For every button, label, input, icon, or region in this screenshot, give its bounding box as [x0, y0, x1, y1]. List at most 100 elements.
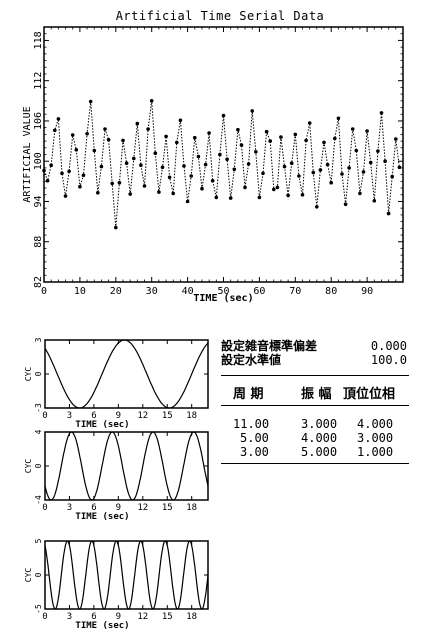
x-tick-label: 6 — [91, 612, 96, 622]
data-point — [304, 138, 308, 143]
data-point — [207, 131, 211, 135]
amplitude-cell: 4.000 — [301, 431, 338, 445]
header-period: 周 期 — [233, 387, 264, 402]
data-point — [311, 170, 316, 175]
data-point — [114, 225, 118, 230]
x-tick-label: 40 — [182, 286, 194, 297]
data-point — [329, 180, 334, 185]
x-tick-label: 9 — [116, 411, 121, 421]
x-tick-label: 12 — [137, 612, 148, 622]
table-top-rule — [221, 375, 409, 376]
x-tick-label: 80 — [325, 286, 337, 297]
data-point — [250, 109, 254, 113]
x-tick-label: 18 — [186, 503, 197, 513]
data-point — [322, 140, 326, 145]
x-tick-label: 0 — [42, 503, 47, 513]
y-tick-label: 0 — [34, 463, 43, 468]
y-axis-label: CYC — [24, 568, 33, 583]
data-point — [386, 211, 391, 216]
x-axis-label: TIME (sec) — [193, 293, 253, 304]
data-point — [279, 135, 283, 139]
data-point — [228, 196, 233, 200]
noise-sd-value: 0.000 — [370, 339, 407, 353]
x-axis-label: TIME (sec) — [75, 420, 129, 430]
data-point — [336, 116, 341, 121]
data-point — [149, 99, 154, 103]
data-point — [182, 164, 186, 168]
data-point — [99, 164, 104, 169]
y-tick-label: 5 — [34, 538, 43, 543]
data-point — [300, 193, 305, 197]
plot-frame — [43, 26, 404, 283]
data-point — [171, 191, 175, 196]
amplitude-cell: 3.000 — [301, 417, 338, 431]
data-point — [272, 187, 276, 192]
data-point — [218, 152, 222, 157]
data-point — [153, 151, 158, 155]
table-row: 11.00 3.000 4.000 — [221, 417, 411, 431]
data-point — [88, 99, 93, 104]
data-point — [318, 168, 323, 172]
data-point — [358, 191, 362, 196]
data-point — [347, 166, 351, 170]
data-point — [74, 148, 79, 152]
header-amplitude: 振 幅 — [301, 387, 332, 402]
data-point — [246, 162, 251, 166]
data-point — [264, 129, 269, 134]
data-point — [121, 138, 125, 143]
data-point — [379, 111, 384, 115]
data-point — [354, 148, 359, 153]
y-tick-label: -3 — [34, 403, 43, 413]
x-axis-label: TIME (sec) — [75, 512, 129, 522]
data-point — [286, 193, 290, 198]
y-tick-label: 106 — [33, 112, 44, 130]
header-phase: 頂位位相 — [343, 387, 396, 402]
cycle-curve — [44, 431, 209, 501]
data-point — [365, 129, 369, 133]
x-tick-label: 6 — [91, 411, 96, 421]
data-point — [110, 181, 114, 186]
cycle-curve — [44, 339, 209, 409]
data-point — [221, 113, 226, 118]
x-tick-label: 15 — [162, 612, 173, 622]
noise-sd-row: 設定雑音標準偏差 0.000 — [221, 339, 411, 353]
x-tick-label: 15 — [162, 503, 173, 513]
amplitude-cell: 5.000 — [301, 445, 338, 459]
data-point — [203, 162, 208, 167]
data-point — [146, 127, 150, 131]
data-point — [196, 154, 201, 159]
data-point — [56, 117, 61, 121]
data-point — [340, 172, 344, 176]
data-point — [361, 170, 366, 174]
data-point — [315, 205, 319, 209]
cycle-curve — [44, 540, 209, 610]
data-point — [160, 165, 165, 170]
y-tick-label: 94 — [33, 195, 44, 207]
data-point — [175, 140, 179, 145]
x-tick-label: 20 — [110, 286, 122, 297]
x-tick-label: 6 — [91, 503, 96, 513]
y-axis-label: CYC — [24, 459, 33, 474]
data-point — [307, 121, 312, 125]
y-tick-label: 3 — [34, 337, 43, 342]
main-chart: 0 10 20 30 40 50 60 70 80 90 82 88 94 100 106 112 118 TIM… — [22, 26, 404, 304]
data-point — [350, 127, 355, 131]
data-point — [376, 149, 380, 153]
data-point — [157, 190, 161, 194]
period-cell: 3.00 — [240, 445, 269, 459]
data-point — [103, 127, 107, 131]
series-line — [43, 100, 400, 228]
data-point — [42, 168, 46, 173]
y-tick-label: -5 — [34, 604, 43, 614]
data-point — [225, 157, 229, 161]
level-value: 100.0 — [370, 353, 407, 367]
x-tick-label: 0 — [41, 286, 47, 297]
data-point — [200, 186, 204, 191]
level-row: 設定水準値 100.0 — [221, 353, 411, 367]
data-point — [85, 131, 89, 136]
y-tick-label: 118 — [33, 31, 44, 49]
data-point — [49, 163, 53, 167]
data-point — [63, 194, 68, 198]
